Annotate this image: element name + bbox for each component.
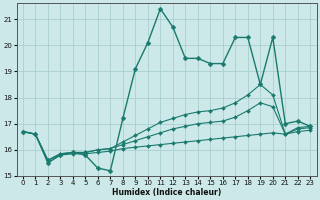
X-axis label: Humidex (Indice chaleur): Humidex (Indice chaleur) [112, 188, 221, 197]
